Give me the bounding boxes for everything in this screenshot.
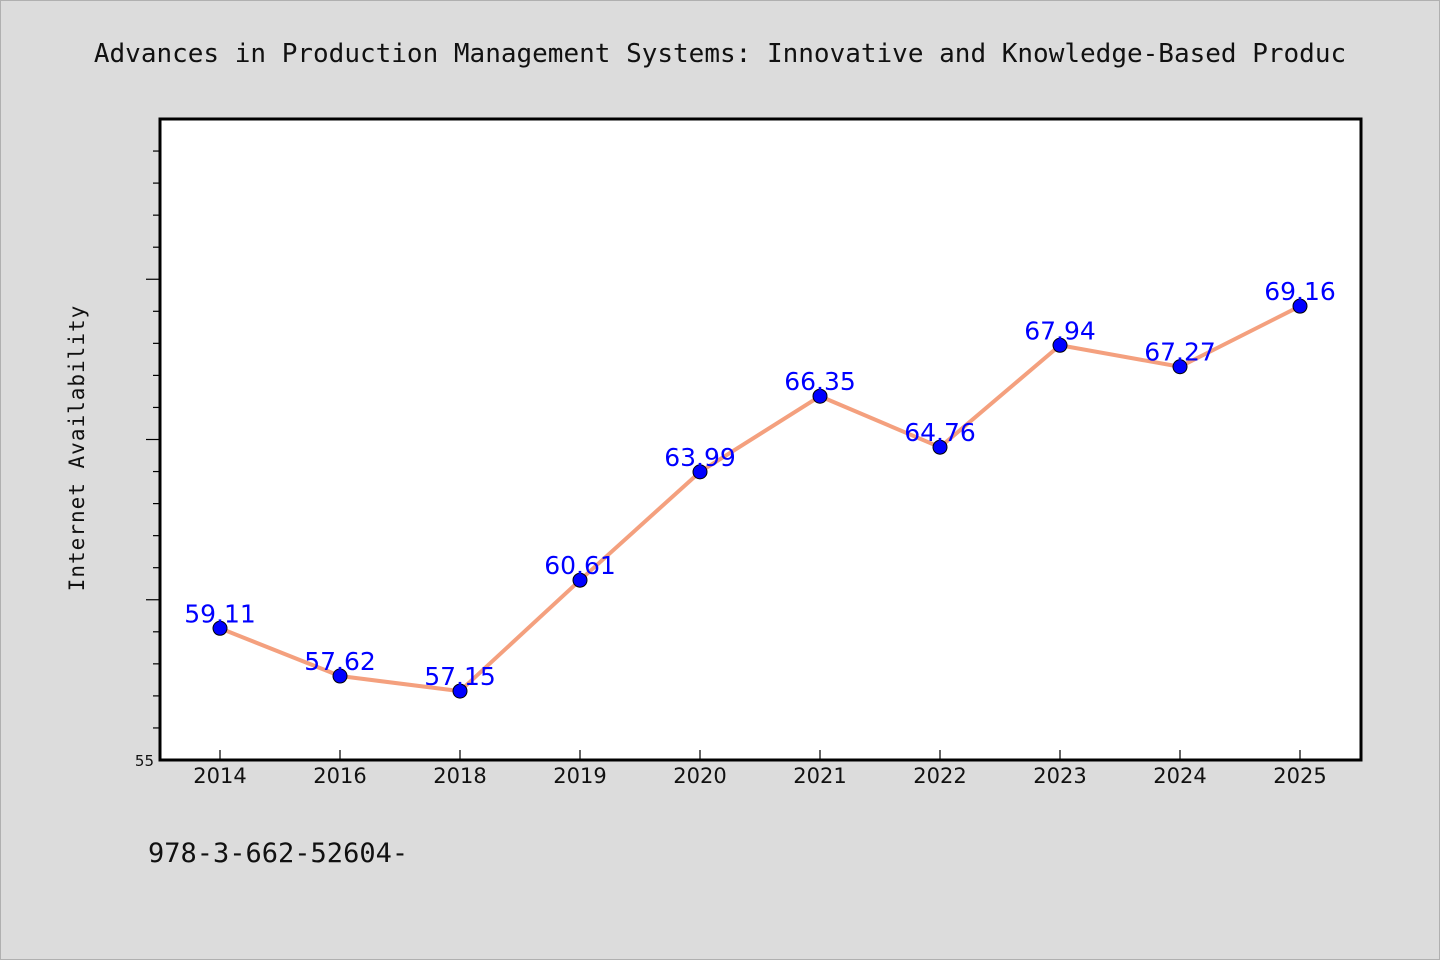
data-point bbox=[1052, 337, 1068, 353]
data-label: 57.15 bbox=[424, 662, 496, 691]
data-point bbox=[932, 439, 948, 455]
data-point bbox=[812, 388, 828, 404]
data-label: 59.11 bbox=[184, 599, 256, 628]
data-point bbox=[212, 620, 228, 636]
x-tick-label: 2024 bbox=[1153, 764, 1206, 788]
y-axis-label: Internet Availability bbox=[65, 305, 89, 592]
x-tick-label: 2022 bbox=[913, 764, 966, 788]
data-labels: 59.11 57.62 57.15 60.61 63.99 66.35 64.76 67.94… bbox=[184, 277, 1336, 691]
footer-isbn-text: 978-3-662-52604- bbox=[148, 838, 408, 869]
data-point bbox=[1292, 298, 1308, 314]
data-label: 69.16 bbox=[1264, 277, 1336, 306]
data-point bbox=[332, 668, 348, 684]
x-tick-label: 2019 bbox=[553, 764, 606, 788]
data-label: 57.62 bbox=[304, 647, 376, 676]
x-tick-label: 2021 bbox=[793, 764, 846, 788]
data-label: 60.61 bbox=[544, 551, 616, 580]
data-point bbox=[572, 572, 588, 588]
data-point bbox=[1172, 359, 1188, 375]
data-label: 63.99 bbox=[664, 443, 736, 472]
x-tick-label: 2018 bbox=[433, 764, 486, 788]
y-tick-label: 55 bbox=[135, 752, 154, 770]
data-label: 66.35 bbox=[784, 367, 856, 396]
x-axis-ticks: 2014 2016 2018 2019 2020 2021 2022 2023 2024 2025 bbox=[193, 750, 1327, 788]
data-label: 67.94 bbox=[1024, 316, 1096, 345]
chart-title: Advances in Production Management System… bbox=[94, 39, 1346, 69]
data-point bbox=[692, 464, 708, 480]
y-axis-ticks: 55 bbox=[135, 150, 160, 770]
x-tick-label: 2016 bbox=[313, 764, 366, 788]
series-layer bbox=[212, 298, 1308, 699]
series-line bbox=[219, 304, 1301, 694]
x-tick-label: 2025 bbox=[1273, 764, 1326, 788]
plot-area bbox=[158, 117, 1363, 762]
x-tick-label: 2020 bbox=[673, 764, 726, 788]
data-label: 64.76 bbox=[904, 418, 976, 447]
data-point bbox=[452, 683, 468, 699]
x-tick-label: 2023 bbox=[1033, 764, 1086, 788]
data-label: 67.27 bbox=[1144, 338, 1216, 367]
x-tick-label: 2014 bbox=[193, 764, 246, 788]
